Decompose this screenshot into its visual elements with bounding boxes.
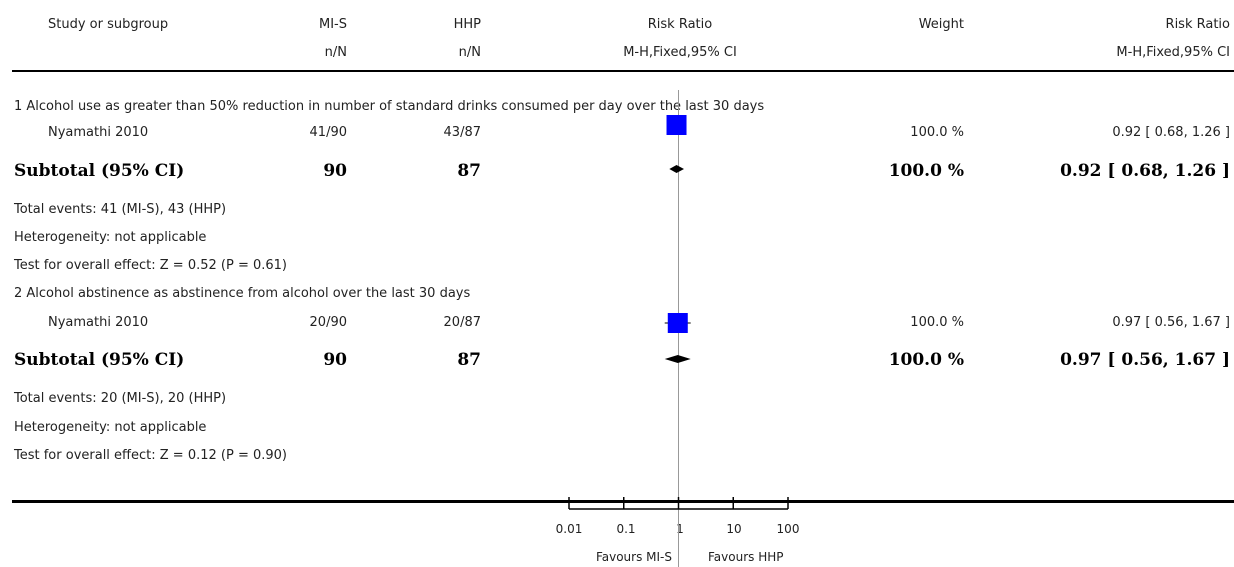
study-1-marker xyxy=(666,115,687,135)
study-1-weight: 100.0 % xyxy=(910,125,964,140)
subgroup-2-events: Total events: 20 (MI-S), 20 (HHP) xyxy=(14,391,227,406)
tick-label-10: 10 xyxy=(726,522,742,536)
subgroup-2-overall-effect: Test for overall effect: Z = 0.12 (P = 0… xyxy=(14,448,287,463)
favours-left-label: Favours MI-S xyxy=(595,550,672,564)
subgroup-2-heterogeneity: Heterogeneity: not applicable xyxy=(14,420,207,435)
study-2-mis: 20/90 xyxy=(309,315,347,330)
subtotal-1-hhp: 87 xyxy=(457,161,481,181)
study-2-name: Nyamathi 2010 xyxy=(48,315,149,330)
header-mis: MI-S xyxy=(319,17,347,32)
study-1-mis: 41/90 xyxy=(309,125,347,140)
study-2-hhp: 20/87 xyxy=(443,315,481,330)
header-risk-ratio-2: Risk Ratio xyxy=(1165,17,1230,32)
study-2-weight: 100.0 % xyxy=(910,315,964,330)
header-divider xyxy=(12,70,1234,72)
header-risk-ratio: Risk Ratio xyxy=(647,17,713,32)
subgroup-1-events: Total events: 41 (MI-S), 43 (HHP) xyxy=(14,202,227,217)
subgroup-2-title: 2 Alcohol abstinence as abstinence from … xyxy=(14,286,471,301)
subtotal-2-diamond xyxy=(664,355,691,363)
study-1-name: Nyamathi 2010 xyxy=(48,125,149,140)
header-hhp: HHP xyxy=(453,17,481,32)
tick-label-0.1: 0.1 xyxy=(616,522,636,536)
subtotal-2-weight: 100.0 % xyxy=(888,350,964,370)
header-risk-ratio-2-sub: M-H,Fixed,95% CI xyxy=(1116,45,1230,60)
subtotal-1-mis: 90 xyxy=(323,161,347,181)
subtotal-1-label: Subtotal (95% CI) xyxy=(14,161,185,181)
subtotal-2-label: Subtotal (95% CI) xyxy=(14,350,185,370)
subtotal-1-ci: 0.92 [ 0.68, 1.26 ] xyxy=(1060,161,1230,181)
tick-label-100: 100 xyxy=(776,522,800,536)
subtotal-2-hhp: 87 xyxy=(457,350,481,370)
subtotal-1-diamond xyxy=(669,165,684,173)
subgroup-1-title: 1 Alcohol use as greater than 50% reduct… xyxy=(14,99,765,114)
subtotal-2-ci: 0.97 [ 0.56, 1.67 ] xyxy=(1060,350,1230,370)
tick-label-0.01: 0.01 xyxy=(555,522,583,536)
subtotal-1-weight: 100.0 % xyxy=(888,161,964,181)
subgroup-1-heterogeneity: Heterogeneity: not applicable xyxy=(14,230,207,245)
subtotal-2-mis: 90 xyxy=(323,350,347,370)
favours-right-label: Favours HHP xyxy=(708,550,784,564)
header-weight: Weight xyxy=(918,17,964,32)
study-2-ci: 0.97 [ 0.56, 1.67 ] xyxy=(1112,315,1230,330)
header-study: Study or subgroup xyxy=(48,17,169,32)
header-risk-ratio-sub: M-H,Fixed,95% CI xyxy=(623,45,737,60)
tick-label-1: 1 xyxy=(676,522,684,536)
study-1-ci: 0.92 [ 0.68, 1.26 ] xyxy=(1112,125,1230,140)
header-mis-sub: n/N xyxy=(324,45,347,60)
header-hhp-sub: n/N xyxy=(458,45,481,60)
subgroup-1-overall-effect: Test for overall effect: Z = 0.52 (P = 0… xyxy=(14,258,287,273)
study-2-marker xyxy=(667,313,688,333)
study-1-hhp: 43/87 xyxy=(443,125,481,140)
